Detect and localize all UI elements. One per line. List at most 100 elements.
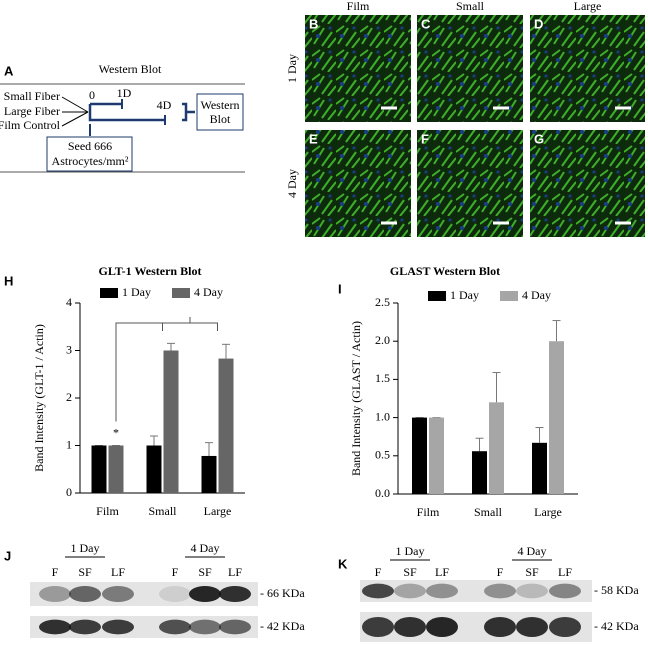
y-tick-label: 0.0 — [375, 486, 390, 500]
lane-label: LF — [228, 565, 242, 579]
arrow — [61, 96, 89, 127]
y-axis-label: Band Intensity (GLAST / Actin) — [349, 321, 363, 476]
lane-label: SF — [78, 565, 92, 579]
panel-label: B — [309, 16, 318, 31]
band — [362, 583, 394, 599]
panel-label: A — [4, 63, 14, 78]
band — [159, 619, 191, 635]
band — [394, 583, 426, 599]
band — [69, 619, 101, 635]
bar — [472, 451, 487, 494]
legend-label: 1 Day — [122, 285, 151, 299]
band — [39, 586, 71, 602]
micrograph — [417, 130, 523, 237]
group-label: 4 Day — [518, 544, 547, 558]
lane-label: LF — [435, 565, 449, 579]
time: 1D — [117, 86, 132, 100]
charts: H GLT-1 Western Blot Band Intensity (GLT-1… — [4, 264, 578, 519]
bar — [218, 358, 234, 493]
band — [159, 586, 191, 602]
micrograph — [530, 15, 645, 122]
band — [39, 619, 71, 635]
significance-bracket — [115, 317, 218, 422]
band — [484, 617, 516, 637]
marker-label: - 42 KDa — [260, 619, 305, 633]
panel-label: E — [309, 131, 318, 146]
bar — [91, 445, 107, 493]
legend-swatch — [500, 291, 518, 301]
y-tick-label: 4 — [66, 295, 72, 309]
bracket — [182, 102, 195, 122]
panel-label: C — [421, 16, 431, 31]
band — [69, 586, 101, 602]
blot-strip — [360, 580, 592, 602]
y-tick-label: 1.5 — [375, 371, 390, 385]
legend-swatch — [428, 291, 446, 301]
x-tick-label: Film — [417, 505, 440, 519]
column-header: Large — [574, 0, 602, 13]
output: Blot — [210, 112, 231, 126]
group-label: 4 Day — [191, 541, 220, 555]
lane-label: F — [375, 565, 382, 579]
blots: J 1 Day 4 Day F SF LF F SF LF - 66 KDa - 42 KDa K 1 … — [4, 541, 639, 642]
lane-label: SF — [403, 565, 417, 579]
band — [189, 619, 221, 635]
row-header: 1 Day — [285, 54, 299, 83]
micrograph — [417, 15, 523, 122]
band — [219, 586, 251, 602]
y-tick-label: 2.0 — [375, 333, 390, 347]
band — [219, 619, 251, 635]
bar — [201, 455, 217, 493]
band — [516, 583, 548, 599]
panel-label: G — [534, 131, 544, 146]
seed-box — [46, 136, 133, 172]
band — [362, 617, 394, 637]
marker-label: - 42 KDa — [594, 619, 639, 633]
column-header: Film — [347, 0, 370, 13]
input: Large Fiber — [4, 104, 60, 118]
output-box — [196, 93, 244, 131]
row-header: 4 Day — [285, 169, 299, 198]
chart-title: GLT-1 Western Blot — [99, 264, 202, 278]
time: 4D — [157, 98, 172, 112]
x-tick-label: Large — [534, 505, 562, 519]
micrograph — [305, 130, 411, 237]
bar — [549, 341, 564, 494]
time: 0 — [89, 88, 95, 102]
band — [549, 617, 581, 637]
bar — [108, 445, 124, 493]
lane-label: SF — [525, 565, 539, 579]
output: Western — [200, 98, 239, 112]
group-label: 1 Day — [396, 544, 425, 558]
lane-label: SF — [198, 565, 212, 579]
bar — [429, 417, 444, 494]
panel-label: H — [4, 273, 13, 288]
x-tick-label: Film — [96, 504, 119, 518]
bar — [489, 402, 504, 494]
x-tick-label: Large — [204, 504, 232, 518]
panel-label: I — [338, 281, 342, 296]
legend-label: 4 Day — [522, 288, 551, 302]
legend-label: 1 Day — [450, 288, 479, 302]
marker-label: - 66 KDa — [260, 586, 305, 600]
y-tick-label: 0.5 — [375, 448, 390, 462]
diagram-title: Western Blot — [99, 62, 162, 76]
y-axis-label: Band Intensity (GLT-1 / Actin) — [32, 324, 46, 472]
lane-label: LF — [558, 565, 572, 579]
y-tick-label: 1.0 — [375, 409, 390, 423]
bar — [146, 445, 162, 493]
marker-label: - 58 KDa — [594, 583, 639, 597]
panel-label: D — [534, 16, 543, 31]
input: Small Fiber — [4, 89, 60, 103]
legend-label: 4 Day — [194, 285, 223, 299]
bar — [163, 350, 179, 493]
band — [426, 583, 458, 599]
band — [484, 583, 516, 599]
band — [426, 617, 458, 637]
seed: Seed 666 — [68, 139, 112, 153]
micrograph — [530, 130, 645, 237]
band — [102, 586, 134, 602]
timeline — [88, 102, 165, 122]
y-tick-label: 1 — [66, 437, 72, 451]
panel-label: J — [4, 548, 11, 563]
